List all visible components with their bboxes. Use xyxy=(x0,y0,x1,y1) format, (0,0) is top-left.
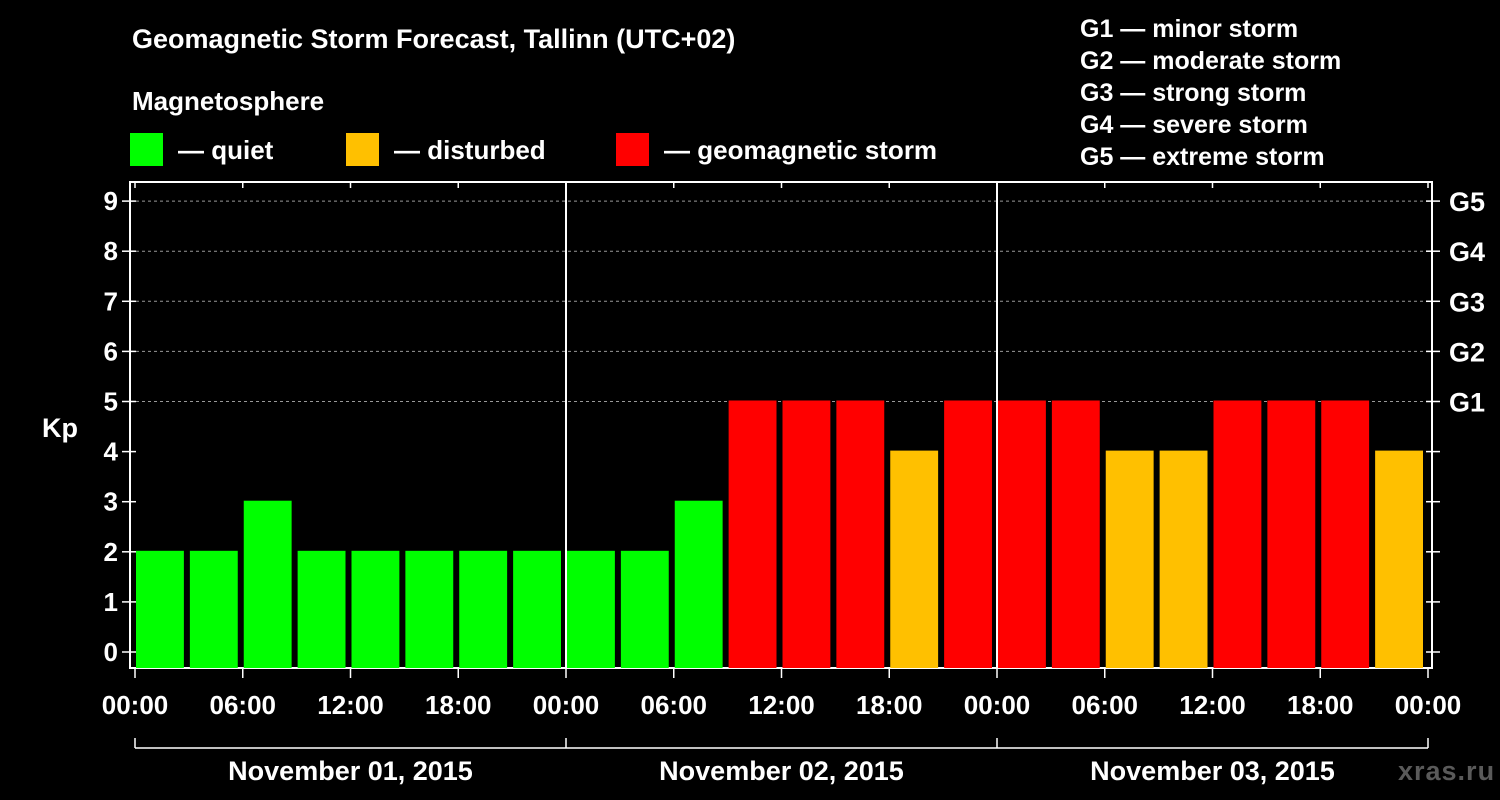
x-tick-label: 00:00 xyxy=(533,690,600,720)
y-tick-label: 0 xyxy=(104,637,118,667)
chart-title: Geomagnetic Storm Forecast, Tallinn (UTC… xyxy=(132,24,736,54)
x-tick-label: 18:00 xyxy=(856,690,923,720)
right-axis-label: G5 xyxy=(1449,187,1485,217)
kp-bar xyxy=(1051,400,1100,668)
y-tick-label: 4 xyxy=(104,437,119,467)
x-tick-label: 12:00 xyxy=(317,690,384,720)
x-tick-label: 00:00 xyxy=(964,690,1031,720)
g-scale-g3: G3 — strong storm xyxy=(1080,79,1307,107)
legend-swatch-quiet xyxy=(130,133,163,166)
legend-swatch-storm xyxy=(616,133,649,166)
kp-bar xyxy=(944,400,992,668)
x-tick-label: 18:00 xyxy=(1287,690,1354,720)
legend-heading: Magnetosphere xyxy=(132,86,325,116)
g-scale-g1: G1 — minor storm xyxy=(1080,15,1299,43)
x-tick-label: 00:00 xyxy=(102,690,169,720)
x-tick-label: 12:00 xyxy=(748,690,815,720)
legend-swatch-disturbed xyxy=(346,133,379,166)
kp-bar xyxy=(1159,450,1208,668)
kp-bar xyxy=(1375,450,1423,668)
kp-bar xyxy=(782,400,831,668)
legend-label-storm: — geomagnetic storm xyxy=(664,135,938,165)
kp-bar xyxy=(243,500,292,668)
y-tick-label: 7 xyxy=(104,286,118,316)
y-axis-label: Kp xyxy=(42,413,78,443)
legend-label-disturbed: — disturbed xyxy=(394,135,546,165)
kp-bar xyxy=(351,550,400,668)
date-label: November 02, 2015 xyxy=(659,756,904,786)
right-axis-label: G1 xyxy=(1449,388,1485,418)
right-axis-label: G3 xyxy=(1449,287,1485,317)
kp-bar xyxy=(890,450,939,668)
kp-bar xyxy=(728,400,777,668)
x-tick-label: 12:00 xyxy=(1179,690,1246,720)
kp-bar xyxy=(405,550,454,668)
g-scale-g5: G5 — extreme storm xyxy=(1080,143,1325,171)
watermark: xras.ru xyxy=(1398,756,1496,786)
y-tick-label: 9 xyxy=(104,186,118,216)
y-tick-label: 2 xyxy=(104,537,118,567)
kp-bar xyxy=(297,550,346,668)
date-label: November 03, 2015 xyxy=(1090,756,1335,786)
kp-bar xyxy=(1321,400,1370,668)
kp-bar xyxy=(567,550,615,668)
kp-bar xyxy=(513,550,561,668)
g-scale-g2: G2 — moderate storm xyxy=(1080,47,1342,75)
legend-label-quiet: — quiet xyxy=(178,135,274,165)
kp-bar xyxy=(674,500,723,668)
x-tick-label: 06:00 xyxy=(641,690,708,720)
y-tick-label: 6 xyxy=(104,336,118,366)
x-tick-label: 18:00 xyxy=(425,690,492,720)
kp-bar xyxy=(459,550,508,668)
y-tick-label: 8 xyxy=(104,236,118,266)
kp-bar xyxy=(998,400,1046,668)
kp-bar xyxy=(1267,400,1316,668)
y-tick-label: 5 xyxy=(104,387,118,417)
date-label: November 01, 2015 xyxy=(228,756,473,786)
right-axis-label: G2 xyxy=(1449,337,1485,367)
x-tick-label: 00:00 xyxy=(1395,690,1462,720)
kp-bar xyxy=(836,400,885,668)
kp-bar xyxy=(136,550,184,668)
g-scale-g4: G4 — severe storm xyxy=(1080,111,1308,139)
right-axis-label: G4 xyxy=(1449,237,1485,267)
kp-bar xyxy=(1213,400,1262,668)
kp-bar xyxy=(1105,450,1154,668)
x-tick-label: 06:00 xyxy=(1072,690,1139,720)
y-tick-label: 3 xyxy=(104,487,118,517)
kp-bar xyxy=(189,550,238,668)
y-tick-label: 1 xyxy=(104,587,118,617)
kp-bar xyxy=(620,550,669,668)
x-tick-label: 06:00 xyxy=(210,690,277,720)
